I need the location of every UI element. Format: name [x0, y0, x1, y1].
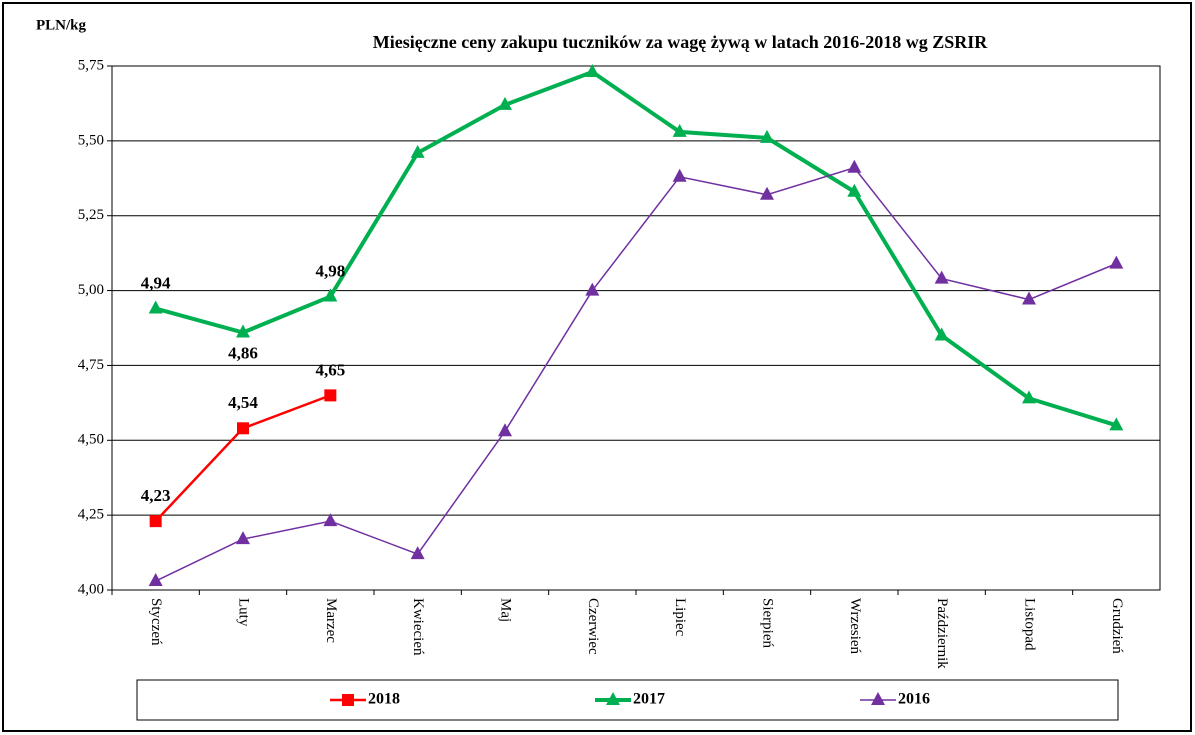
legend-label: 2017	[633, 691, 665, 708]
data-point	[410, 144, 425, 158]
x-tick-label: Sierpień	[760, 598, 776, 648]
data-point	[237, 422, 249, 435]
data-point	[934, 327, 949, 341]
data-point	[148, 573, 163, 587]
data-point	[410, 546, 425, 560]
data-point	[236, 324, 250, 338]
data-point	[498, 96, 512, 110]
legend-marker	[871, 692, 885, 705]
data-point	[323, 288, 338, 302]
series-line	[155, 166, 1117, 582]
y-tick-label: 5,25	[78, 207, 104, 223]
legend-label: 2018	[368, 691, 400, 708]
chart-title: Miesięczne ceny zakupu tuczników za wagę…	[373, 32, 988, 52]
data-point	[672, 123, 687, 137]
y-tick-label: 4,50	[78, 432, 104, 448]
legend-label: 2016	[898, 691, 930, 708]
data-point	[847, 183, 862, 197]
x-tick-label: Lipiec	[672, 598, 688, 637]
y-tick-label: 4,75	[78, 357, 104, 373]
y-tick-label: 5,75	[78, 57, 104, 73]
x-tick-label: Wrzesień	[847, 598, 863, 655]
data-label: 4,86	[228, 343, 258, 362]
data-label: 4,94	[141, 273, 171, 292]
data-point	[1109, 417, 1124, 431]
y-axis-label: PLN/kg	[36, 17, 87, 33]
data-point	[847, 159, 862, 173]
x-tick-label: Czerwiec	[585, 598, 601, 655]
series-line	[155, 69, 1117, 428]
legend-marker	[606, 692, 620, 705]
data-point	[149, 515, 162, 528]
data-point	[585, 282, 600, 296]
data-point	[1022, 390, 1036, 404]
data-label: 4,23	[141, 486, 171, 505]
legend-marker	[342, 694, 354, 706]
data-point	[672, 168, 687, 182]
data-label: 4,54	[228, 393, 258, 412]
data-point	[1109, 255, 1124, 269]
data-point	[585, 63, 600, 77]
x-tick-label: Grudzień	[1109, 598, 1125, 654]
y-tick-label: 4,00	[78, 581, 104, 597]
y-tick-label: 5,50	[78, 132, 104, 148]
data-label: 4,65	[315, 360, 345, 379]
x-tick-label: Luty	[236, 598, 252, 627]
x-tick-label: Marzec	[323, 598, 339, 643]
data-point	[236, 531, 250, 545]
data-point	[148, 300, 163, 314]
y-tick-label: 5,00	[78, 282, 104, 298]
data-point	[1022, 291, 1036, 305]
x-tick-label: Listopad	[1022, 598, 1038, 651]
data-point	[498, 423, 512, 437]
data-point	[760, 186, 774, 200]
data-label: 4,98	[315, 261, 345, 280]
x-tick-label: Styczeń	[148, 598, 164, 646]
x-tick-label: Kwiecień	[410, 598, 426, 656]
data-point	[323, 513, 338, 527]
x-tick-label: Maj	[498, 598, 514, 622]
data-point	[324, 389, 337, 402]
y-tick-label: 4,25	[78, 507, 104, 523]
data-point	[760, 129, 774, 143]
data-point	[934, 270, 949, 284]
x-tick-label: Październik	[934, 598, 950, 669]
